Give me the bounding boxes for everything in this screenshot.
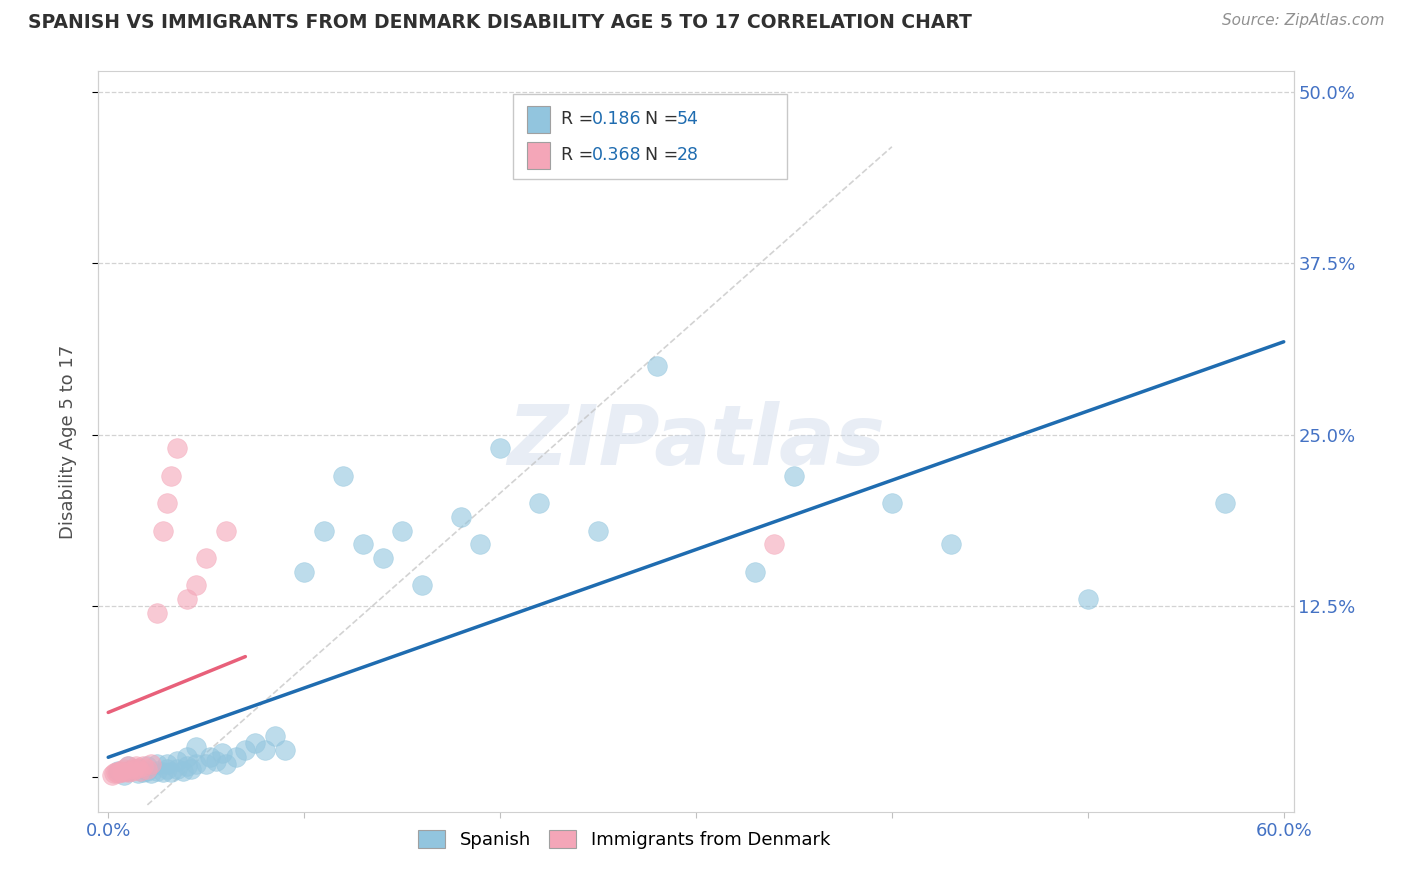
Point (312, 524, 335, 538)
Point (172, 764, 194, 778)
Point (132, 764, 155, 779)
Point (1213, 496, 1236, 510)
Text: Source: ZipAtlas.com: Source: ZipAtlas.com (1222, 13, 1385, 29)
Y-axis label: Disability Age 5 to 17: Disability Age 5 to 17 (59, 344, 77, 539)
Point (160, 764, 183, 779)
Point (117, 764, 139, 779)
Point (122, 762, 145, 776)
Point (108, 764, 131, 778)
Point (111, 764, 134, 779)
Text: R =: R = (561, 146, 599, 164)
Point (176, 750, 198, 764)
Text: N =: N = (645, 146, 685, 164)
Point (101, 767, 124, 781)
Point (103, 766, 125, 780)
Point (470, 537, 492, 551)
Point (195, 551, 218, 566)
Point (160, 468, 183, 483)
Point (939, 537, 962, 551)
Point (127, 766, 149, 780)
Point (166, 762, 188, 776)
Point (156, 756, 179, 771)
Text: 54: 54 (676, 111, 699, 128)
Point (152, 764, 174, 779)
Point (371, 551, 394, 566)
Point (391, 524, 413, 538)
Point (156, 496, 179, 510)
Point (176, 759, 198, 773)
Point (198, 750, 221, 764)
Point (132, 759, 155, 773)
Point (763, 537, 786, 551)
Point (332, 468, 354, 483)
Point (186, 740, 208, 755)
Point (146, 756, 169, 771)
Text: N =: N = (645, 111, 685, 128)
Point (117, 764, 139, 778)
Point (783, 468, 806, 483)
Point (117, 759, 139, 773)
Point (121, 764, 143, 778)
Point (136, 762, 159, 776)
Point (744, 565, 766, 579)
Point (166, 754, 188, 768)
Point (136, 764, 159, 778)
Point (156, 762, 179, 776)
Point (105, 764, 128, 779)
Text: 28: 28 (676, 146, 699, 164)
Point (124, 759, 146, 773)
Point (117, 759, 139, 773)
Text: R =: R = (561, 111, 599, 128)
Point (146, 764, 169, 778)
Point (112, 762, 135, 776)
Point (450, 510, 472, 524)
Point (215, 524, 238, 538)
Point (292, 565, 315, 579)
Point (107, 764, 129, 778)
Point (107, 766, 129, 780)
Point (263, 729, 285, 743)
Point (127, 762, 149, 776)
Point (146, 606, 169, 620)
Point (141, 766, 163, 780)
Point (215, 756, 238, 771)
Point (186, 578, 208, 592)
Point (1077, 592, 1099, 607)
Point (186, 756, 208, 771)
Legend: Spanish, Immigrants from Denmark: Spanish, Immigrants from Denmark (409, 821, 839, 858)
Point (352, 537, 374, 551)
Point (195, 756, 218, 771)
Point (211, 746, 233, 760)
Point (411, 578, 433, 592)
Point (136, 759, 159, 773)
Point (235, 743, 257, 757)
Point (152, 524, 174, 538)
Point (127, 761, 149, 775)
Text: ZIPatlas: ZIPatlas (508, 401, 884, 482)
Text: SPANISH VS IMMIGRANTS FROM DENMARK DISABILITY AGE 5 TO 17 CORRELATION CHART: SPANISH VS IMMIGRANTS FROM DENMARK DISAB… (28, 13, 972, 32)
Point (205, 754, 228, 768)
Point (128, 764, 150, 778)
Point (529, 496, 551, 510)
Point (586, 524, 609, 538)
Point (880, 496, 903, 510)
Point (176, 592, 198, 607)
Text: 0.186: 0.186 (592, 111, 641, 128)
Point (243, 736, 266, 750)
Point (141, 756, 163, 771)
Point (489, 442, 512, 456)
Point (166, 442, 188, 456)
Text: 0.368: 0.368 (592, 146, 641, 164)
Point (253, 743, 276, 757)
Point (225, 750, 247, 764)
Point (273, 743, 295, 757)
Point (645, 359, 668, 373)
Point (112, 767, 135, 781)
Point (179, 762, 201, 776)
Point (115, 764, 138, 778)
